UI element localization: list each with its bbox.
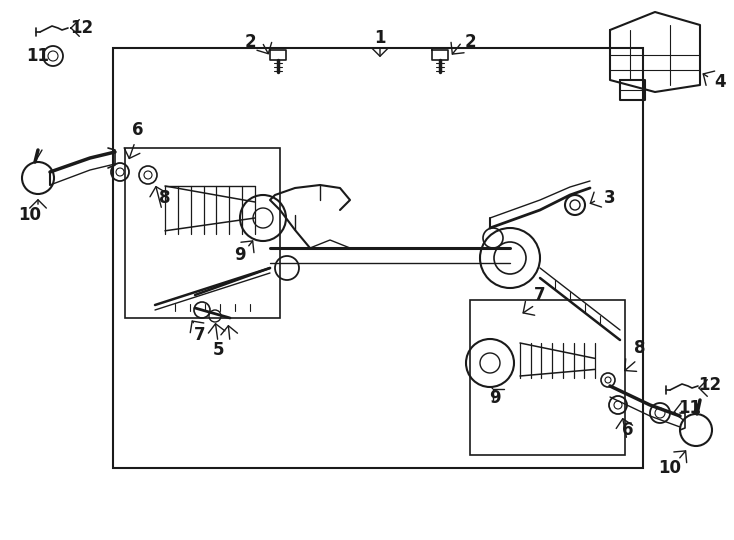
- Bar: [125, 148, 280, 318]
- Text: 2: 2: [244, 33, 256, 51]
- Bar: [470, 300, 625, 455]
- Text: 2: 2: [464, 33, 476, 51]
- Text: 12: 12: [699, 376, 722, 394]
- Text: 7: 7: [534, 286, 546, 304]
- Text: 9: 9: [234, 246, 246, 264]
- Text: 8: 8: [634, 339, 646, 357]
- Text: 10: 10: [18, 206, 42, 224]
- Text: 4: 4: [714, 73, 726, 91]
- Bar: [113, 48, 643, 468]
- Text: 6: 6: [622, 421, 633, 439]
- Text: 3: 3: [604, 189, 616, 207]
- Text: 12: 12: [70, 19, 93, 37]
- Text: 1: 1: [374, 29, 386, 47]
- Text: 10: 10: [658, 459, 681, 477]
- Text: 5: 5: [212, 341, 224, 359]
- Text: 6: 6: [132, 121, 144, 139]
- Text: 11: 11: [26, 47, 49, 65]
- Text: 8: 8: [159, 189, 171, 207]
- Text: 9: 9: [489, 389, 501, 407]
- Text: 7: 7: [195, 326, 206, 344]
- Text: 11: 11: [678, 399, 702, 417]
